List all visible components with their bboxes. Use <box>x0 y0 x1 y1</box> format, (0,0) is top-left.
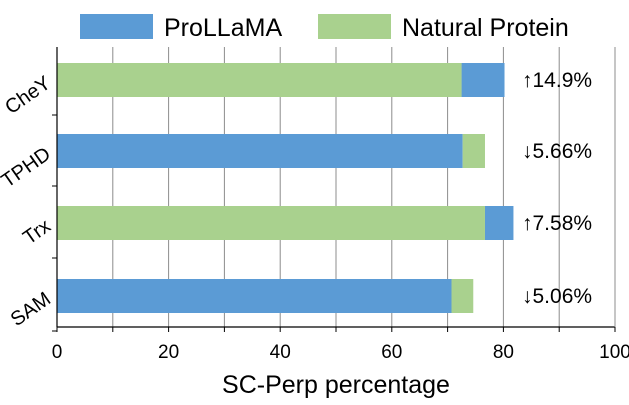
x-tick-labels: 0 20 40 60 80 100 <box>52 342 629 363</box>
bar-prollama <box>57 134 463 168</box>
x-tick-label: 20 <box>158 342 179 363</box>
bar-prollama <box>461 63 505 97</box>
legend-swatch-prollama <box>80 14 153 39</box>
change-annotation: ↑7.58% <box>522 212 592 235</box>
bar-natural-protein <box>462 134 485 168</box>
x-tick-label: 100 <box>599 342 629 363</box>
bar-natural-protein <box>57 63 462 97</box>
bar-natural-protein <box>451 279 474 313</box>
y-tick-label: Trx <box>19 215 55 249</box>
legend: ProLLaMA Natural Protein <box>80 14 569 42</box>
bar-prollama <box>484 206 514 240</box>
x-tick-label: 0 <box>52 342 63 363</box>
change-annotation: ↑14.9% <box>522 69 592 92</box>
y-tick-label: TPHD <box>0 143 55 192</box>
x-axis-title: SC-Perp percentage <box>222 371 450 399</box>
y-tick-label: SAM <box>7 288 55 331</box>
y-tick-label: CheY <box>1 72 55 119</box>
x-tick-label: 40 <box>270 342 291 363</box>
change-annotation: ↓5.66% <box>522 140 592 163</box>
legend-label: Natural Protein <box>402 14 569 42</box>
bar-prollama <box>57 279 452 313</box>
plot-frame <box>52 47 616 332</box>
bars <box>57 63 514 313</box>
change-annotation: ↓5.06% <box>522 285 592 308</box>
legend-swatch-natural-protein <box>318 14 391 39</box>
bar-natural-protein <box>57 206 485 240</box>
x-tick-label: 60 <box>381 342 402 363</box>
y-tick-labels: CheY TPHD Trx SAM <box>0 72 55 331</box>
x-tick-label: 80 <box>493 342 514 363</box>
annotations: ↑14.9% ↓5.66% ↑7.58% ↓5.06% <box>522 69 592 308</box>
legend-label: ProLLaMA <box>164 14 282 42</box>
